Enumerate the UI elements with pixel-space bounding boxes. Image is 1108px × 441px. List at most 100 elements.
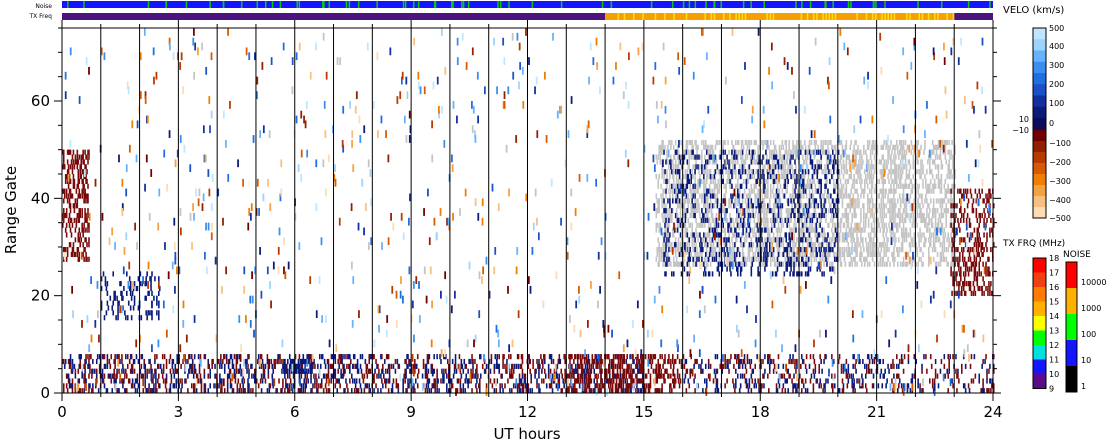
- scatter-cell: [126, 388, 128, 394]
- scatter-cell: [236, 354, 239, 360]
- scatter-cell: [767, 227, 769, 233]
- scatter-cell: [780, 212, 783, 219]
- scatter-cell: [475, 373, 477, 379]
- scatter-cell: [894, 164, 896, 170]
- scatter-cell: [240, 388, 243, 394]
- scatter-cell: [917, 261, 919, 267]
- scatter-cell: [839, 217, 842, 223]
- scatter-cell: [574, 354, 576, 360]
- scatter-cell: [849, 159, 852, 165]
- scatter-cell: [744, 178, 747, 185]
- scatter-cell: [622, 383, 625, 389]
- scatter-cell: [467, 383, 469, 389]
- scatter-cell: [174, 363, 177, 369]
- scatter-cell: [807, 144, 810, 150]
- scatter-cell: [871, 144, 874, 150]
- scatter-cell: [772, 237, 775, 243]
- scatter-cell: [859, 154, 861, 160]
- scatter-cell: [856, 237, 858, 243]
- scatter-cell: [879, 227, 882, 233]
- txfreq-tick: [887, 13, 889, 20]
- scatter-cell: [907, 183, 910, 189]
- scatter-cell: [392, 363, 395, 369]
- scatter-cell: [892, 203, 894, 209]
- scatter-cell: [855, 169, 857, 175]
- scatter-cell: [286, 368, 289, 374]
- scatter-cell: [764, 193, 766, 199]
- scatter-cell: [898, 208, 901, 214]
- scatter-cell: [696, 222, 698, 228]
- scatter-cell: [951, 256, 953, 262]
- scatter-cell: [888, 188, 890, 194]
- scatter-cell: [724, 354, 726, 360]
- scatter-cell: [845, 154, 848, 160]
- scatter-cell: [849, 251, 852, 258]
- scatter-cell: [479, 354, 481, 360]
- scatter-cell: [695, 159, 697, 165]
- scatter-cell: [886, 242, 888, 248]
- scatter-cell: [706, 193, 709, 199]
- scatter-cell: [853, 178, 855, 185]
- scatter-cell: [390, 388, 393, 394]
- scatter-cell: [922, 212, 924, 219]
- scatter-cell: [850, 139, 853, 146]
- scatter-cell: [660, 251, 662, 258]
- scatter-cell: [325, 378, 328, 384]
- scatter-cell: [434, 378, 436, 384]
- scatter-cell: [853, 247, 855, 253]
- scatter-cell: [169, 388, 172, 394]
- scatter-cell: [771, 178, 774, 185]
- scatter-cell: [733, 247, 735, 253]
- scatter-cell: [776, 212, 779, 219]
- scatter-cell: [144, 368, 147, 374]
- scatter-cell: [792, 242, 794, 248]
- scatter-cell: [85, 378, 87, 384]
- scatter-cell: [739, 149, 742, 155]
- scatter-cell: [873, 169, 876, 175]
- txfreq-tick: [772, 13, 775, 20]
- scatter-cell: [732, 242, 734, 248]
- scatter-cell: [726, 178, 728, 185]
- scatter-cell: [751, 208, 754, 214]
- scatter-cell: [810, 222, 813, 228]
- scatter-cell: [724, 242, 726, 248]
- txfreq-tick: [723, 13, 725, 20]
- scatter-cell: [843, 193, 846, 199]
- scatter-cell: [114, 358, 116, 365]
- scatter-cell: [557, 378, 560, 384]
- scatter-cell: [101, 368, 104, 374]
- scatter-cell: [673, 358, 676, 365]
- scatter-cell: [874, 251, 877, 258]
- scatter-cell: [735, 378, 737, 384]
- scatter-cell: [704, 188, 706, 194]
- scatter-cell: [892, 198, 894, 204]
- scatter-cell: [457, 363, 460, 369]
- scatter-cell: [723, 261, 725, 267]
- scatter-cell: [163, 354, 166, 360]
- scatter-cell: [581, 363, 584, 369]
- scatter-cell: [849, 261, 852, 267]
- scatter-cell: [746, 383, 749, 389]
- txfreq-tick: [831, 13, 834, 20]
- scatter-cell: [65, 373, 68, 379]
- scatter-cell: [404, 358, 406, 365]
- scatter-cell: [709, 261, 712, 267]
- scatter-cell: [946, 139, 949, 146]
- scatter-cell: [428, 378, 431, 384]
- scatter-cell: [832, 261, 834, 267]
- scatter-cell: [777, 227, 780, 233]
- scatter-cell: [794, 217, 796, 223]
- scatter-cell: [372, 354, 374, 360]
- scatter-cell: [932, 242, 935, 248]
- scatter-cell: [845, 227, 848, 233]
- scatter-cell: [115, 378, 117, 384]
- scatter-cell: [143, 363, 146, 369]
- scatter-cell: [588, 358, 591, 365]
- scatter-cell: [586, 383, 589, 389]
- scatter-cell: [922, 169, 924, 175]
- noise-bar-tick: [967, 1, 970, 8]
- scatter-cell: [714, 256, 717, 262]
- scatter-cell: [794, 251, 796, 258]
- scatter-cell: [698, 164, 700, 170]
- scatter-cell: [754, 251, 757, 258]
